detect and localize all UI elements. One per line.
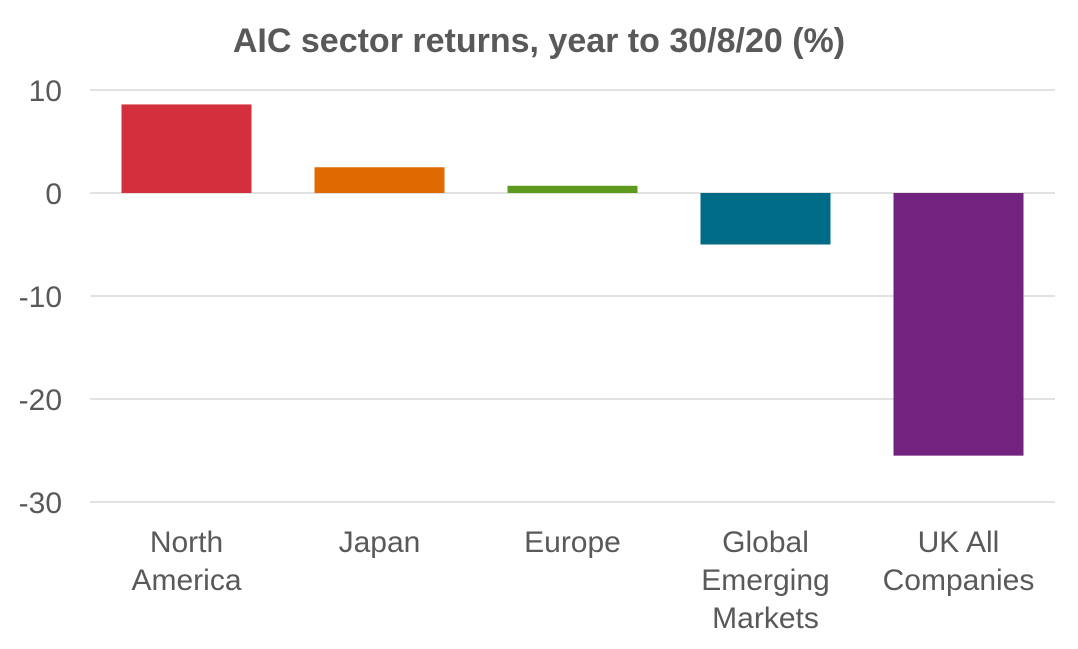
category-label-line: Companies	[883, 564, 1035, 597]
category-label-line: UK All	[918, 526, 1000, 559]
y-tick-label: 0	[45, 178, 62, 211]
bar	[314, 167, 445, 193]
bar	[507, 185, 638, 193]
category-label-line: Markets	[712, 602, 819, 635]
y-tick-label: -10	[19, 281, 62, 314]
category-label-line: Emerging	[701, 564, 829, 597]
category-label-line: America	[131, 564, 241, 597]
y-tick-label: -20	[19, 384, 62, 417]
bars	[121, 104, 1024, 456]
category-label: North America	[131, 526, 241, 597]
category-label-line: Europe	[524, 526, 621, 559]
category-label: Japan	[339, 526, 421, 559]
y-tick-label: -30	[19, 487, 62, 520]
category-label: Europe	[524, 526, 621, 559]
y-tick-label: 10	[29, 75, 62, 108]
category-label-line: Global	[722, 526, 809, 559]
category-label: Global Emerging Markets	[701, 526, 829, 635]
chart-title: AIC sector returns, year to 30/8/20 (%)	[233, 22, 845, 60]
category-label-line: Japan	[339, 526, 421, 559]
bar	[121, 104, 252, 193]
category-labels: North America Japan Europe Global Emerging Mar…	[131, 526, 1034, 635]
category-label: UK All Companies	[883, 526, 1035, 597]
bar	[893, 193, 1024, 456]
category-label-line: North	[150, 526, 223, 559]
bar	[700, 193, 831, 245]
y-axis-ticks: 10 0 -10 -20 -30	[19, 75, 62, 520]
